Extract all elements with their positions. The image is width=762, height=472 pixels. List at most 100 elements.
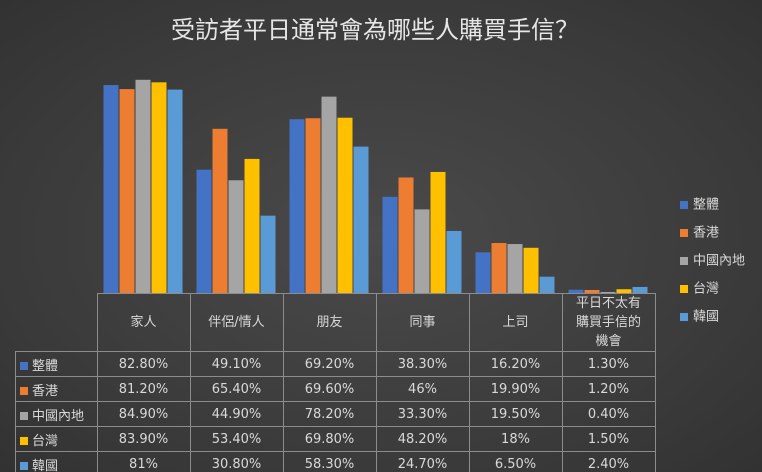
table-cell: 24.70%	[375, 451, 470, 472]
table-cell: 82.80%	[96, 351, 191, 377]
table-cell: 16.20%	[468, 351, 563, 377]
table-cell: 19.90%	[468, 376, 563, 402]
table-cell: 18%	[468, 426, 563, 452]
bar	[616, 289, 632, 293]
category-label: 家人	[130, 315, 157, 330]
table-cell: 78.20%	[282, 401, 377, 427]
table-cell: 19.50%	[468, 401, 563, 427]
bar	[196, 169, 212, 293]
table-row: 香港 81.20% 65.40% 69.60% 46% 19.90% 1.20%	[15, 376, 656, 402]
legend-label: 韓國	[693, 310, 719, 325]
category-label: 朋友	[316, 315, 343, 330]
table-cell: 69.60%	[282, 376, 377, 402]
table-cell: 2.40%	[561, 451, 656, 472]
table-row: 韓國 81% 30.80% 58.30% 24.70% 6.50% 2.40%	[15, 451, 656, 472]
bar	[382, 196, 398, 293]
table-row: 台灣 83.90% 53.40% 69.80% 48.20% 18% 1.50%	[15, 426, 656, 452]
bar	[119, 89, 135, 293]
chart-title: 受訪者平日通常會為哪些人購買手信？	[171, 16, 579, 44]
table-header: 平日不太有購買手信的機會	[561, 293, 656, 352]
bar	[260, 215, 276, 293]
legend-swatch	[680, 285, 688, 293]
series-label: 中國內地	[32, 408, 85, 424]
row-header: 中國內地	[15, 401, 98, 427]
table-row: 中國內地 84.90% 44.90% 78.20% 33.30% 19.50% 0.40%	[15, 401, 656, 427]
legend-label: 香港	[693, 226, 719, 241]
category-label: 上司	[502, 315, 529, 330]
table-cell: 1.30%	[561, 351, 656, 377]
table-header: 家人	[96, 293, 191, 352]
table-cell: 65.40%	[189, 376, 284, 402]
bar	[321, 96, 337, 294]
bar	[353, 146, 369, 293]
legend-swatch	[680, 257, 688, 265]
table-cell: 84.90%	[96, 401, 191, 427]
bar	[167, 89, 183, 293]
bar	[584, 289, 600, 293]
bar	[523, 247, 539, 293]
bar	[212, 128, 228, 293]
bar	[103, 85, 119, 293]
table-header: 上司	[468, 293, 563, 352]
table-cell: 33.30%	[375, 401, 470, 427]
bar	[430, 171, 446, 293]
legend-swatch	[680, 313, 688, 321]
bar	[305, 118, 321, 293]
table-cell: 69.20%	[282, 351, 377, 377]
row-header: 台灣	[15, 426, 98, 452]
table-header-row: 家人 伴侶/情人 朋友 同事 上司 平日不太有購買手信的機會	[15, 293, 656, 352]
bar	[539, 276, 555, 293]
bar	[337, 117, 353, 293]
row-header: 韓國	[15, 451, 98, 472]
legend-label: 中國內地	[693, 254, 745, 269]
data-table: 家人 伴侶/情人 朋友 同事 上司 平日不太有購買手信的機會 整體 82.80% 49.10% 6…	[15, 293, 656, 472]
bar	[135, 79, 151, 293]
bar	[491, 243, 507, 293]
table-cell: 1.20%	[561, 376, 656, 402]
table-cell: 69.80%	[282, 426, 377, 452]
table-header: 朋友	[282, 293, 377, 352]
table-header: 伴侶/情人	[189, 293, 284, 352]
bar	[507, 244, 523, 293]
table-cell: 48.20%	[375, 426, 470, 452]
table-cell: 38.30%	[375, 351, 470, 377]
table-corner	[15, 293, 98, 352]
category-label: 同事	[409, 315, 436, 330]
series-label: 香港	[32, 383, 59, 399]
table-cell: 30.80%	[189, 451, 284, 472]
table-header: 同事	[375, 293, 470, 352]
table-cell: 81%	[96, 451, 191, 472]
table-cell: 0.40%	[561, 401, 656, 427]
table-cell: 6.50%	[468, 451, 563, 472]
bar	[414, 209, 430, 293]
table-cell: 58.30%	[282, 451, 377, 472]
table-row: 整體 82.80% 49.10% 69.20% 38.30% 16.20% 1.30%	[15, 351, 656, 377]
category-label: 伴侶/情人	[208, 315, 265, 330]
legend-swatch	[20, 412, 28, 420]
legend-label: 台灣	[693, 282, 719, 297]
bar	[600, 291, 616, 293]
bar	[398, 177, 414, 293]
bar	[568, 289, 584, 293]
row-header: 香港	[15, 376, 98, 402]
legend-swatch	[680, 229, 688, 237]
bar	[151, 82, 167, 293]
category-label: 平日不太有購買手信的機會	[575, 296, 641, 349]
bar	[446, 230, 462, 293]
table-cell: 83.90%	[96, 426, 191, 452]
series-label: 韓國	[32, 458, 59, 472]
table-cell: 1.50%	[561, 426, 656, 452]
series-label: 整體	[32, 358, 59, 374]
row-header: 整體	[15, 351, 98, 377]
bar	[228, 180, 244, 293]
series-label: 台灣	[32, 433, 59, 449]
table-cell: 49.10%	[189, 351, 284, 377]
legend-swatch	[20, 462, 28, 470]
legend-swatch	[20, 437, 28, 445]
legend-swatch	[20, 387, 28, 395]
legend-label: 整體	[693, 198, 719, 213]
bar	[475, 252, 491, 293]
legend-swatch	[20, 362, 28, 370]
table-cell: 44.90%	[189, 401, 284, 427]
